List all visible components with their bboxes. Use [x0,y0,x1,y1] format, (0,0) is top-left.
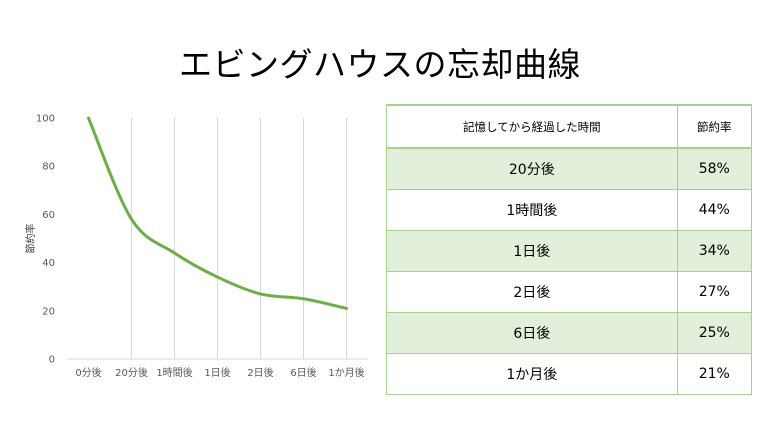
table-row: 2日後 27% [386,271,753,313]
y-tick-label: 80 [42,162,55,173]
y-tick-label: 20 [42,306,55,317]
data-point [87,117,90,120]
cell-savings-rate: 25% [676,312,753,354]
y-tick-label: 0 [49,355,55,366]
data-point [216,276,219,279]
y-tick-label: 40 [42,258,55,269]
cell-savings-rate: 44% [676,189,753,231]
x-tick-label: 2日後 [247,366,273,379]
data-point [345,307,348,310]
header-elapsed-time: 記憶してから経過した時間 [386,104,678,149]
slide-title: エビングハウスの忘却曲線 [179,45,581,84]
table-row: 6日後 25% [386,312,753,354]
y-tick-label: 60 [42,210,55,221]
table-row: 20分後 58% [386,147,753,190]
retention-table: 記憶してから経過した時間 節約率 20分後 58% 1時間後 44% 1日後 3… [386,104,753,395]
table-header-row: 記憶してから経過した時間 節約率 [386,104,753,149]
x-tick-label: 1時間後 [156,366,192,379]
chart-canvas: 0 20 40 60 80 100 0分後 20分後 1時間後 1日後 2日後 6日後 1か月後 節約率 [24,114,368,379]
data-point [259,292,262,295]
cell-elapsed-time: 1か月後 [386,353,678,395]
y-axis-title: 節約率 [24,224,37,254]
cell-savings-rate: 21% [676,353,753,395]
cell-elapsed-time: 6日後 [386,312,678,354]
cell-elapsed-time: 1日後 [386,230,678,272]
cell-savings-rate: 27% [676,271,753,313]
cell-elapsed-time: 20分後 [386,147,678,190]
cell-elapsed-time: 2日後 [386,271,678,313]
x-tick-label: 20分後 [115,366,148,379]
x-tick-label: 1か月後 [328,366,364,379]
x-tick-label: 1日後 [204,366,230,379]
table-row: 1日後 34% [386,230,753,272]
y-tick-label: 100 [36,114,55,125]
data-point [302,297,305,300]
table-row: 1時間後 44% [386,189,753,231]
x-tick-label: 0分後 [75,366,101,379]
forgetting-curve-chart: 0 20 40 60 80 100 0分後 20分後 1時間後 1日後 2日後 6日後 1か月後 節約率 [0,95,380,395]
data-point [173,251,176,254]
x-tick-label: 6日後 [290,366,316,379]
cell-savings-rate: 34% [676,230,753,272]
series-line [87,116,348,310]
table-row: 1か月後 21% [386,353,753,395]
cell-elapsed-time: 1時間後 [386,189,678,231]
data-point [130,218,133,221]
header-savings-rate: 節約率 [676,104,753,149]
cell-savings-rate: 58% [676,147,753,190]
